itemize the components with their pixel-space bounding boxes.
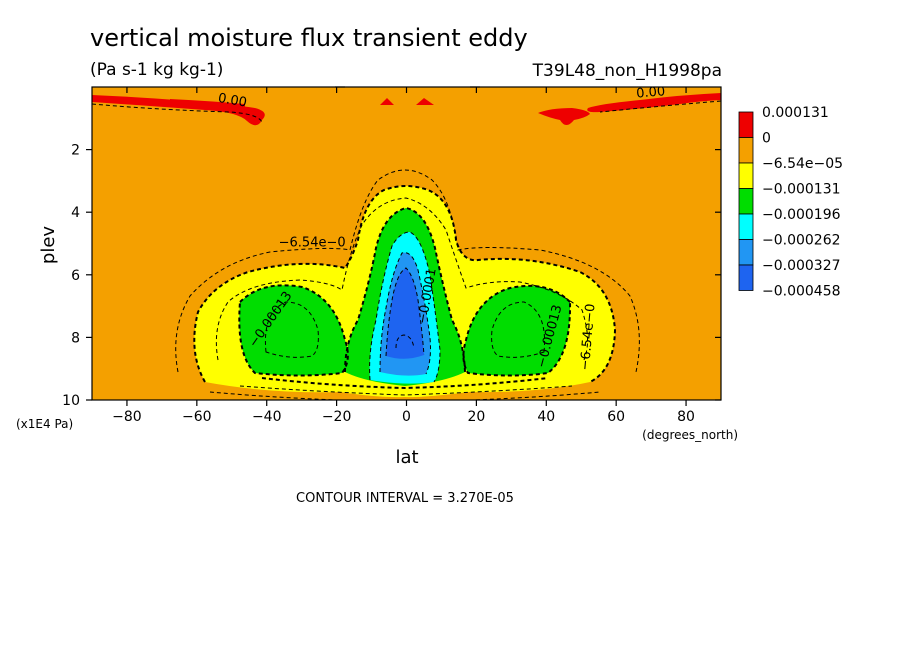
legend-label: −6.54e−05 — [762, 156, 843, 172]
y-axis-units: (x1E4 Pa) — [16, 417, 73, 431]
x-tick-label: −60 — [182, 409, 212, 425]
legend-swatch — [738, 137, 754, 164]
legend-swatch — [738, 239, 754, 266]
y-axis: 2 4 6 8 10 — [62, 143, 721, 409]
x-tick-label: 20 — [467, 409, 485, 425]
x-tick-label: 80 — [677, 409, 695, 425]
positive-flux-nh-lobe — [538, 108, 590, 125]
legend-swatch — [738, 111, 754, 138]
x-tick-label: −80 — [112, 409, 142, 425]
x-tick-label: −40 — [252, 409, 282, 425]
contour-label: 0.00 — [636, 84, 666, 101]
legend-swatch — [738, 188, 754, 215]
green-nh-region — [463, 285, 571, 376]
x-tick-label: −20 — [322, 409, 352, 425]
legend-label: −0.000196 — [762, 207, 841, 223]
legend-swatch — [738, 162, 754, 189]
x-axis-units: (degrees_north) — [642, 428, 738, 442]
legend-label: −0.000327 — [762, 258, 841, 274]
y-tick-label: 2 — [71, 143, 80, 159]
contour-label: −6.54e−0 — [578, 303, 599, 371]
positive-flux-sh-strip — [92, 95, 265, 126]
contour-label: 0.00 — [217, 91, 248, 111]
run-label: T39L48_non_H1998pa — [532, 61, 722, 81]
contour-interval-note: CONTOUR INTERVAL = 3.270E-05 — [296, 491, 514, 506]
x-tick-label: 40 — [537, 409, 555, 425]
chart-units: (Pa s-1 kg kg-1) — [90, 60, 223, 80]
y-tick-label: 6 — [71, 268, 80, 284]
legend-swatch — [738, 213, 754, 240]
x-tick-label: 60 — [607, 409, 625, 425]
chart-title: vertical moisture flux transient eddy — [90, 24, 528, 52]
legend-label: −0.000262 — [762, 233, 841, 249]
thin-red-edge — [170, 99, 245, 107]
legend-label: −0.000458 — [762, 284, 841, 300]
legend-label: 0.000131 — [762, 105, 829, 121]
legend-swatch — [738, 264, 754, 291]
y-tick-label: 4 — [71, 205, 80, 221]
x-axis: −80 −60 −40 −20 0 20 40 60 80 — [112, 87, 695, 425]
positive-flux-nh-strip — [587, 93, 721, 113]
contour-plot-area: 0.00 0.00−6.54e−0−0.00013 −0.00013 −6.54e−0… — [92, 84, 721, 400]
legend-label: 0 — [762, 131, 771, 147]
contour-label: −6.54e−0 — [279, 236, 346, 251]
dark-blue-region — [386, 268, 424, 359]
x-tick-label: 0 — [402, 409, 411, 425]
contour-lines — [92, 100, 721, 400]
positive-flux-small-tops — [380, 98, 434, 105]
y-tick-label: 10 — [62, 393, 80, 409]
green-sh-region — [239, 285, 348, 376]
x-axis-label: lat — [395, 447, 418, 468]
legend-label: −0.000131 — [762, 182, 841, 198]
y-tick-label: 8 — [71, 330, 80, 346]
color-legend: 0.000131 0 −6.54e−05 −0.000131 −0.000196 −0.0… — [738, 105, 843, 300]
y-axis-label: plev — [38, 226, 59, 265]
